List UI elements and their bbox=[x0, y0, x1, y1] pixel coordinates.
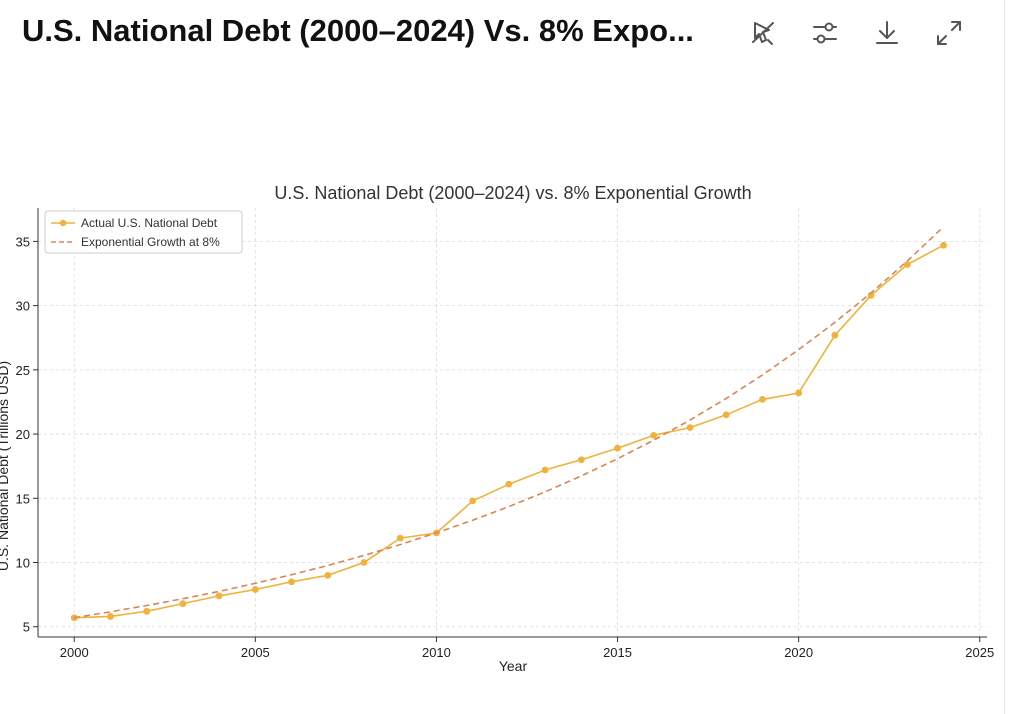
chart-toolbar bbox=[740, 14, 972, 52]
data-point bbox=[903, 261, 911, 268]
sliders-icon bbox=[813, 22, 837, 44]
data-point bbox=[650, 431, 658, 439]
data-point bbox=[577, 456, 585, 464]
y-tick-label: 35 bbox=[16, 234, 30, 249]
data-point bbox=[541, 466, 549, 474]
interactive-toggle-button[interactable] bbox=[740, 14, 786, 52]
data-point bbox=[614, 444, 621, 452]
y-tick-label: 20 bbox=[16, 427, 30, 442]
data-point bbox=[251, 586, 259, 593]
x-tick-label: 2025 bbox=[965, 645, 994, 660]
expand-button[interactable] bbox=[926, 14, 972, 52]
data-point bbox=[469, 497, 477, 505]
data-point bbox=[686, 424, 694, 432]
chart-settings-button[interactable] bbox=[802, 14, 848, 52]
data-point bbox=[795, 389, 803, 397]
data-point bbox=[179, 600, 187, 608]
series-line-1 bbox=[74, 226, 945, 619]
data-point bbox=[215, 592, 223, 600]
legend-label: Actual U.S. National Debt bbox=[81, 216, 218, 230]
y-tick-label: 10 bbox=[16, 556, 30, 571]
chart-area: U.S. National Debt (2000–2024) vs. 8% Ex… bbox=[0, 170, 1004, 714]
series-line-0 bbox=[74, 244, 944, 619]
x-tick-label: 2015 bbox=[603, 645, 632, 660]
data-point bbox=[759, 395, 766, 403]
legend-marker bbox=[59, 219, 67, 227]
line-chart: U.S. National Debt (2000–2024) vs. 8% Ex… bbox=[0, 183, 994, 674]
data-point bbox=[396, 534, 404, 542]
data-point bbox=[107, 613, 114, 620]
data-point bbox=[143, 607, 151, 615]
chart-grid bbox=[38, 208, 987, 637]
x-tick-label: 2000 bbox=[60, 645, 89, 660]
legend-label: Exponential Growth at 8% bbox=[81, 235, 220, 249]
y-axis-label: U.S. National Debt (Trillions USD) bbox=[0, 361, 11, 571]
x-axis-label: Year bbox=[499, 658, 528, 674]
x-tick-label: 2005 bbox=[241, 645, 270, 660]
download-button[interactable] bbox=[864, 14, 910, 52]
data-point bbox=[288, 578, 295, 586]
data-point bbox=[940, 241, 947, 249]
y-tick-label: 30 bbox=[16, 299, 30, 314]
data-point bbox=[722, 411, 730, 419]
interactive-off-icon bbox=[752, 22, 774, 45]
download-icon bbox=[876, 21, 898, 44]
data-point bbox=[505, 480, 513, 488]
legend-box bbox=[44, 210, 243, 254]
expand-icon bbox=[937, 21, 961, 45]
data-point bbox=[831, 331, 839, 339]
y-tick-label: 25 bbox=[16, 363, 30, 378]
y-tick-label: 15 bbox=[16, 491, 30, 506]
card-header: U.S. National Debt (2000–2024) Vs. 8% Ex… bbox=[0, 0, 1004, 70]
chart-title: U.S. National Debt (2000–2024) vs. 8% Ex… bbox=[274, 183, 751, 203]
chart-legend: Actual U.S. National Debt Exponential Gro… bbox=[44, 210, 243, 254]
data-point bbox=[324, 571, 332, 579]
y-tick-label: 5 bbox=[23, 620, 30, 635]
x-tick-label: 2020 bbox=[784, 645, 813, 660]
card-title: U.S. National Debt (2000–2024) Vs. 8% Ex… bbox=[22, 13, 694, 48]
x-tick-label: 2010 bbox=[422, 645, 451, 660]
series-layer bbox=[70, 226, 947, 622]
data-point bbox=[360, 559, 368, 566]
